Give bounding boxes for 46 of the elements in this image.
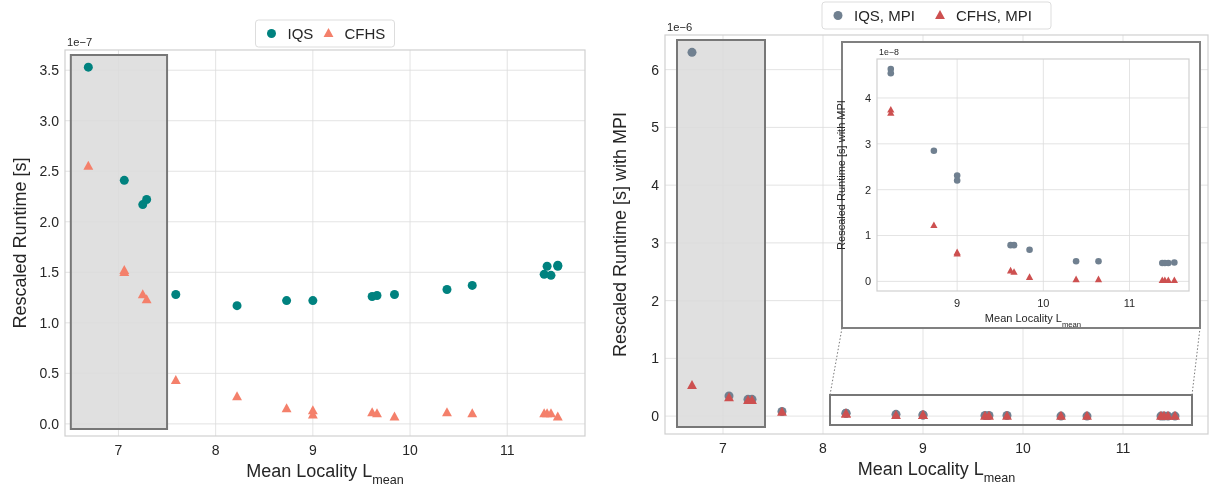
x-tick-label: 10 <box>1037 297 1050 309</box>
y-tick-label: 3.0 <box>39 112 60 129</box>
legend-label: CFHS, MPI <box>956 6 1032 24</box>
y-axis-title: Rescaled Runtime [s] <box>10 157 31 329</box>
y-tick-label: 3 <box>864 137 871 150</box>
x-tick-label: 8 <box>211 442 220 458</box>
x-axis-title: Mean Locality L$_{mean}$ <box>857 459 1016 485</box>
x-tick-label: 11 <box>1115 440 1131 456</box>
x-tick-label: 11 <box>499 442 515 458</box>
y-tick-label: 2 <box>864 183 871 196</box>
x-axis-title: Mean Locality L$_{mean}$ <box>246 461 404 487</box>
y-tick-label: 1.0 <box>39 314 60 331</box>
y-tick-label: 1.5 <box>39 264 60 281</box>
y-tick-label: 1 <box>864 229 871 242</box>
x-tick-label: 9 <box>308 442 317 458</box>
x-tick-label: 9 <box>954 297 961 309</box>
x-tick-label: 8 <box>819 440 828 456</box>
y-tick-label: 0.5 <box>39 365 60 382</box>
y-tick-label: 5 <box>651 119 660 136</box>
annotation: 1e−8 <box>879 47 899 57</box>
legend-label: IQS <box>287 24 314 42</box>
y-tick-label: 2.5 <box>39 163 60 180</box>
y-tick-label: 2 <box>651 292 660 309</box>
y-tick-label: 0 <box>651 408 660 424</box>
x-axis-title: Mean Locality L$_{mean}$ <box>984 312 1082 329</box>
text: 1e−7 <box>67 36 93 48</box>
y-tick-label: 1 <box>651 350 660 367</box>
y-axis-title: Rescaled Runtime [s] with MPI <box>834 100 847 250</box>
y-tick-label: 4 <box>864 91 871 104</box>
y-tick-label: 4 <box>651 177 660 194</box>
text: 1e−6 <box>667 21 693 33</box>
x-tick-label: 10 <box>402 442 419 458</box>
legend-label: IQS, MPI <box>854 6 915 24</box>
x-tick-label: 7 <box>114 442 123 458</box>
y-tick-label: 6 <box>651 61 660 78</box>
x-tick-label: 7 <box>719 440 728 456</box>
y-axis-title: Rescaled Runtime [s] with MPI <box>610 111 631 358</box>
x-tick-label: 9 <box>919 440 928 456</box>
x-tick-label: 11 <box>1123 297 1136 309</box>
y-tick-label: 3.5 <box>39 62 60 79</box>
y-tick-label: 0 <box>864 275 871 288</box>
y-tick-label: 3 <box>651 234 660 251</box>
y-tick-label: 2.0 <box>39 213 60 230</box>
x-tick-label: 10 <box>1015 440 1031 456</box>
y-tick-label: 0.0 <box>39 415 60 432</box>
legend-label: CFHS <box>344 24 386 42</box>
